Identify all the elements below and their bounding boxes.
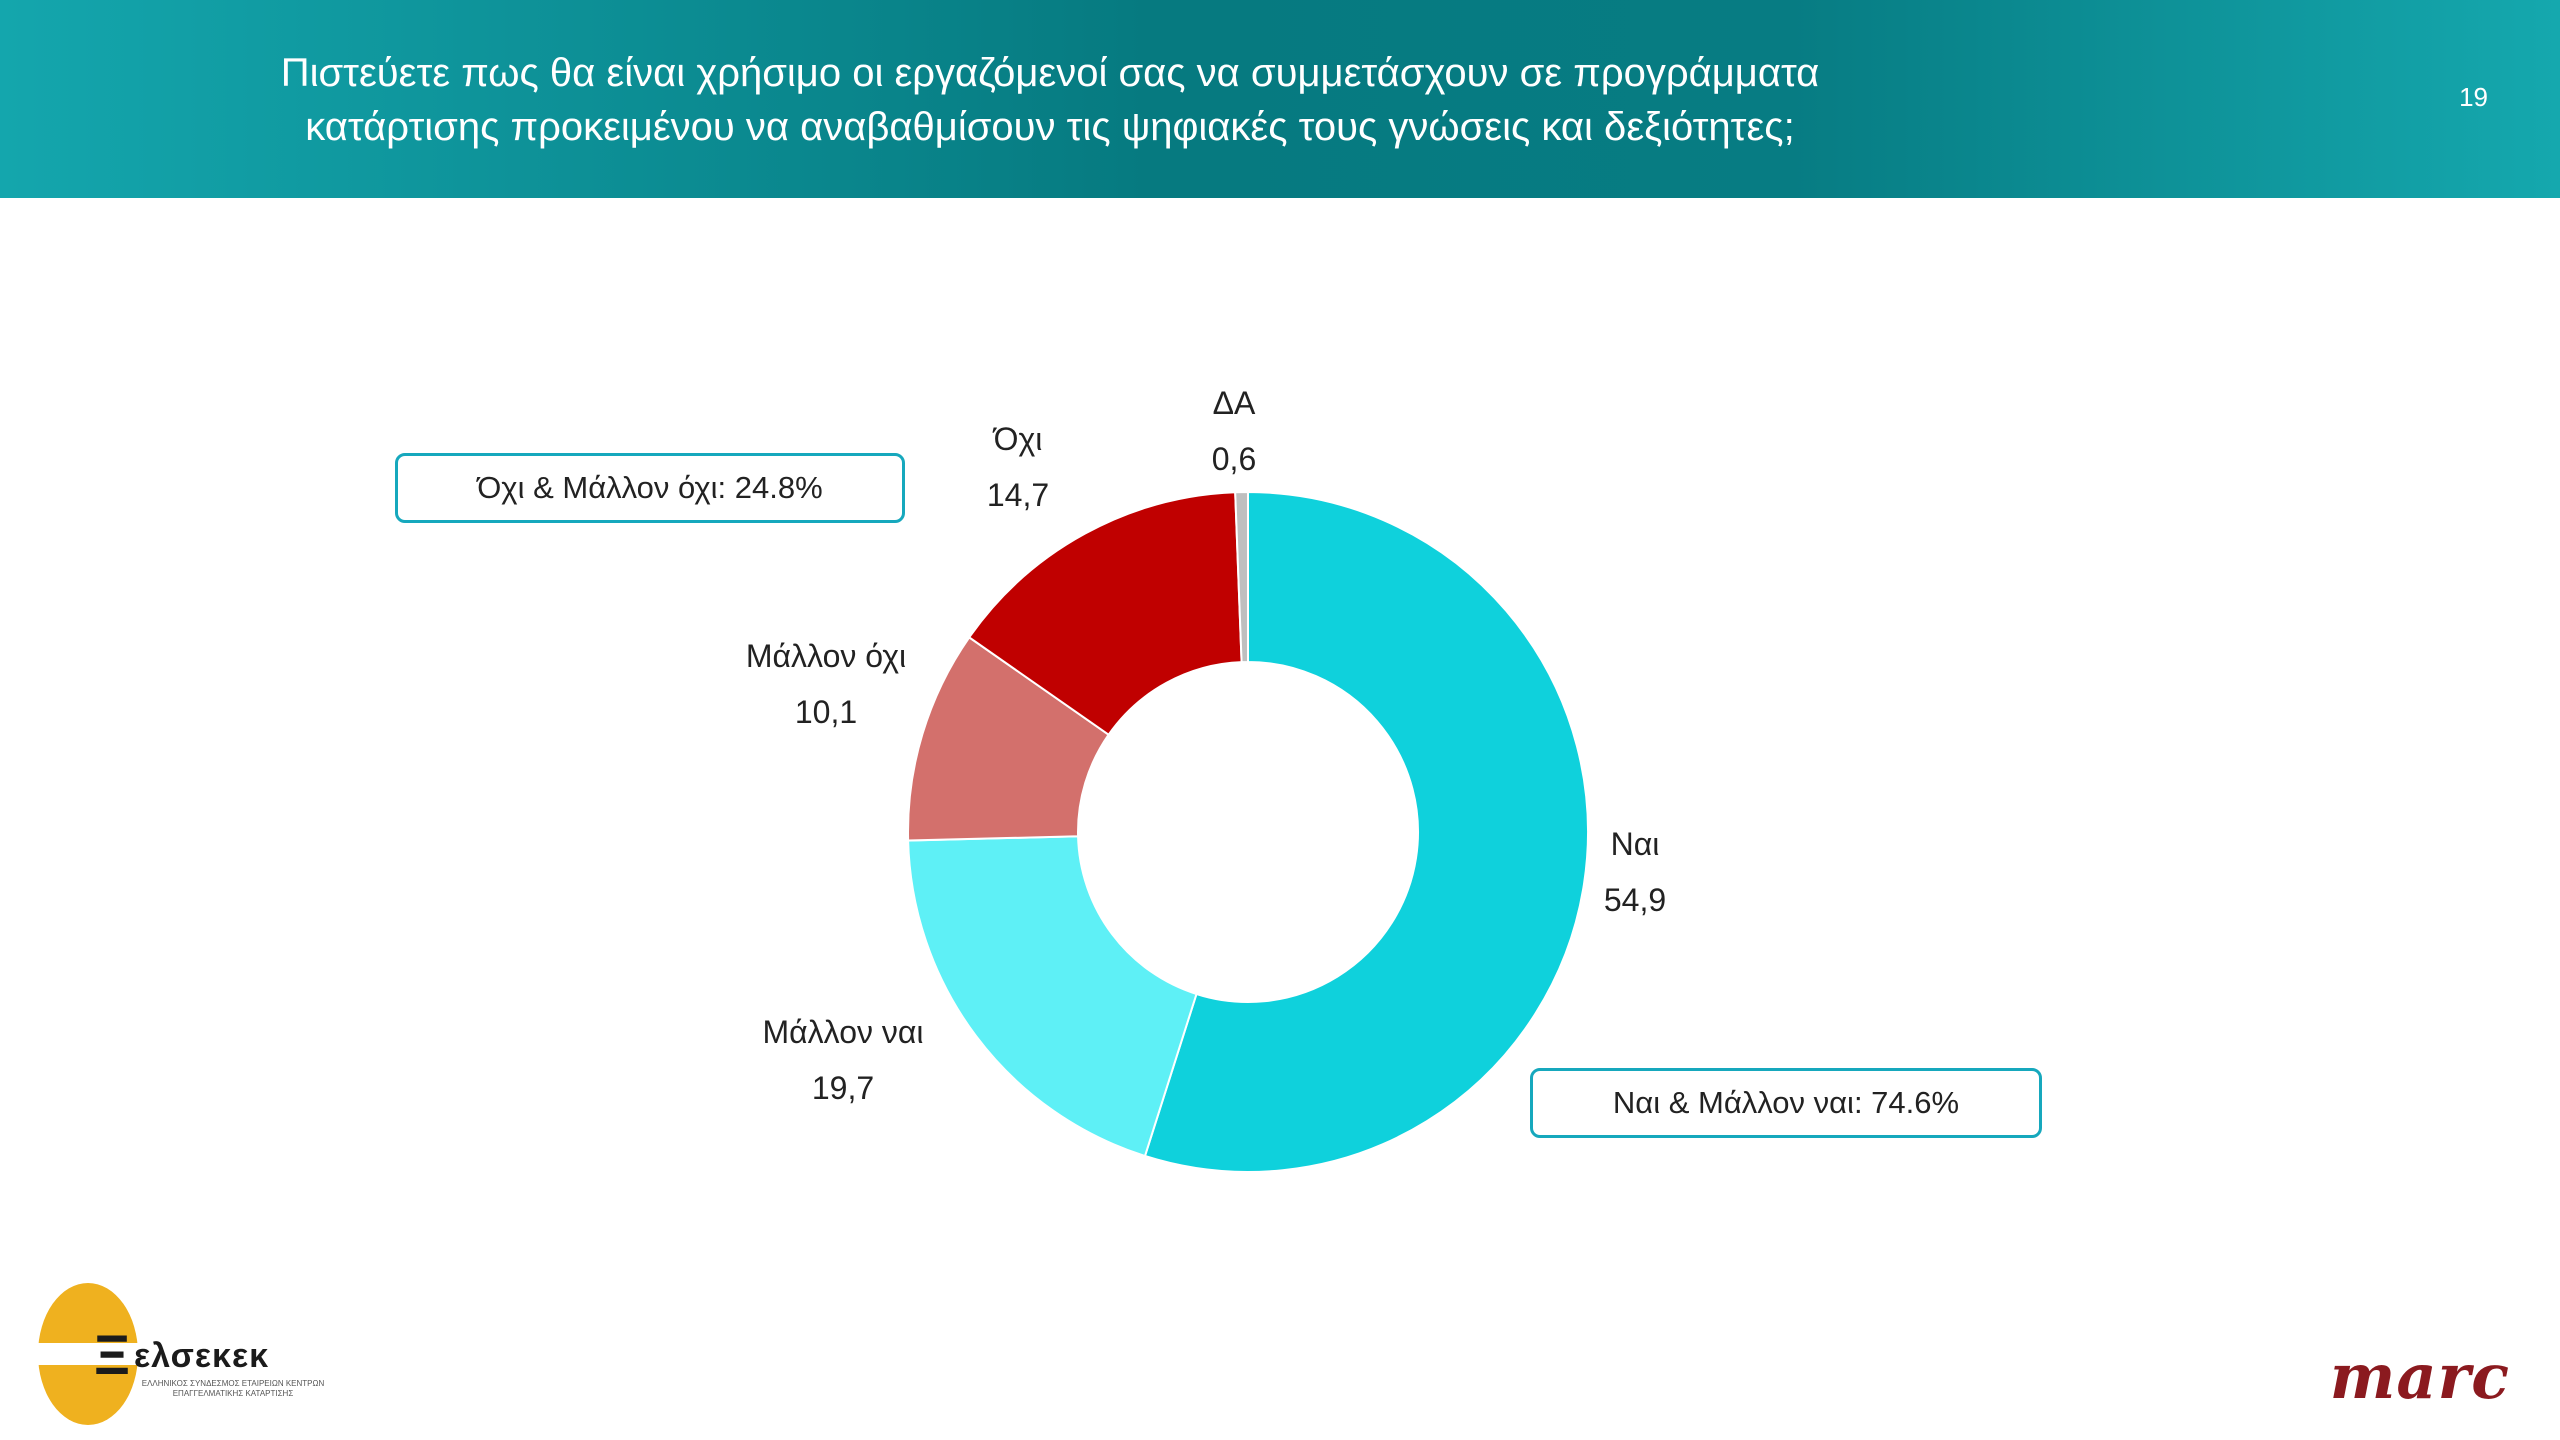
slice-value-1: 19,7 bbox=[812, 1070, 874, 1106]
elsekek-logo-band bbox=[38, 1343, 158, 1365]
title-line-1: Πιστεύετε πως θα είναι χρήσιμο οι εργαζό… bbox=[280, 51, 1820, 95]
slice-3 bbox=[967, 491, 1243, 737]
callout-yes-total: Ναι & Μάλλον ναι: 74.6% bbox=[1530, 1068, 2042, 1138]
slice-value-2: 10,1 bbox=[795, 694, 857, 730]
slice-0 bbox=[1143, 490, 1590, 1173]
title-line-2: κατάρτισης προκειμένου να αναβαθμίσουν τ… bbox=[305, 105, 1795, 149]
slice-label-1: Μάλλον ναι bbox=[763, 1014, 924, 1050]
slice-label-3: Όχι bbox=[992, 421, 1043, 457]
slice-value-0: 54,9 bbox=[1604, 882, 1666, 918]
elsekek-logo-mark: Ξ bbox=[94, 1323, 131, 1386]
slice-label-4: ΔΑ bbox=[1213, 385, 1256, 421]
slice-label-2: Μάλλον όχι bbox=[746, 638, 906, 674]
slice-4 bbox=[1234, 490, 1249, 664]
elsekek-logo-text: ελσεκεκ bbox=[134, 1337, 270, 1375]
page-number: 19 bbox=[2459, 82, 2488, 112]
slice-value-3: 14,7 bbox=[987, 477, 1049, 513]
slice-2 bbox=[907, 635, 1111, 842]
page-title: Πιστεύετε πως θα είναι χρήσιμο οι εργαζό… bbox=[200, 46, 1900, 154]
elsekek-logo: Ξ ελσεκεκ ΕΛΛΗΝΙΚΟΣ ΣΥΝΔΕΣΜΟΣ ΕΤΑΙΡΕΙΩΝ … bbox=[38, 1283, 324, 1433]
marc-logo: marc bbox=[2329, 1340, 2510, 1413]
slice-label-0: Ναι bbox=[1611, 826, 1660, 862]
callout-no-total: Όχι & Μάλλον όχι: 24.8% bbox=[395, 453, 905, 523]
elsekek-logo-subtitle: ΕΛΛΗΝΙΚΟΣ ΣΥΝΔΕΣΜΟΣ ΕΤΑΙΡΕΙΩΝ ΚΕΝΤΡΩΝ ΕΠ… bbox=[141, 1379, 325, 1398]
header-banner: Πιστεύετε πως θα είναι χρήσιμο οι εργαζό… bbox=[0, 0, 2560, 198]
slice-1 bbox=[907, 835, 1198, 1158]
slice-value-4: 0,6 bbox=[1212, 441, 1256, 477]
